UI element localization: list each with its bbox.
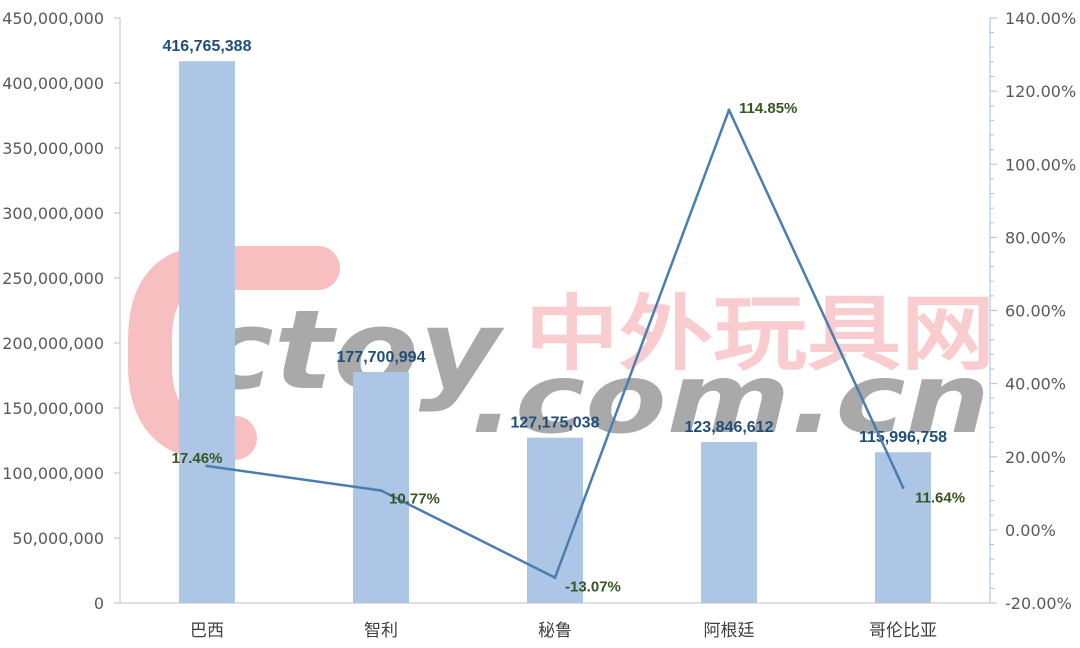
watermark-text-domain: .com.cn <box>470 343 990 455</box>
category-label: 哥伦比亚 <box>869 621 937 641</box>
left-axis-tick-label: 250,000,000 <box>2 269 104 288</box>
bars <box>179 61 931 603</box>
growth-point <box>553 576 557 580</box>
bar-labels: 416,765,388 177,700,994 127,175,038 123,846… <box>163 38 948 446</box>
left-axis-tick-label: 100,000,000 <box>2 464 104 483</box>
bar <box>701 441 757 603</box>
watermark-text-ctoy: ctoy <box>200 286 505 414</box>
bar-value-label: 416,765,388 <box>163 38 252 55</box>
left-axis: 450,000,000 400,000,000 350,000,000 300,000… <box>2 9 990 613</box>
growth-value-label: 17.46% <box>172 450 223 467</box>
bar-value-label: 127,175,038 <box>511 415 600 432</box>
growth-point <box>379 488 383 492</box>
left-axis-tick-label: 450,000,000 <box>2 9 104 28</box>
right-axis-tick-label: -20.00% <box>1005 594 1072 613</box>
right-axis-tick-label: 80.00% <box>1005 228 1066 247</box>
bar <box>875 452 931 603</box>
category-label: 阿根廷 <box>704 621 755 641</box>
watermark: ctoy .com.cn 中外玩具网 <box>128 246 995 460</box>
category-label: 智利 <box>364 621 398 641</box>
right-axis-tick-label: 0.00% <box>1005 521 1056 540</box>
left-axis-tick-label: 400,000,000 <box>2 74 104 93</box>
growth-line <box>205 108 905 580</box>
left-axis-tick-label: 200,000,000 <box>2 334 104 353</box>
bar-value-label: 123,846,612 <box>685 419 774 436</box>
growth-value-label: -13.07% <box>565 579 621 596</box>
left-axis-tick-label: 50,000,000 <box>12 529 104 548</box>
growth-value-label: 10.77% <box>389 490 440 507</box>
growth-value-label: 11.64% <box>915 489 965 506</box>
category-labels: 巴西 智利 秘鲁 阿根廷 哥伦比亚 <box>190 621 937 641</box>
right-axis-tick-label: 60.00% <box>1005 302 1066 321</box>
bar-value-label: 177,700,994 <box>337 349 426 366</box>
growth-point <box>727 108 731 112</box>
left-axis-tick-label: 150,000,000 <box>2 399 104 418</box>
bar-value-label: 115,996,758 <box>859 429 947 446</box>
right-axis-tick-label: 40.00% <box>1005 375 1066 394</box>
right-axis-tick-label: 120.00% <box>1005 82 1076 101</box>
growth-point <box>901 485 905 489</box>
growth-value-label: 114.85% <box>739 100 797 117</box>
left-axis-tick-label: 350,000,000 <box>2 139 104 158</box>
right-axis-tick-label: 20.00% <box>1005 448 1066 467</box>
left-axis-tick-label: 300,000,000 <box>2 204 104 223</box>
left-axis-tick-label: 0 <box>94 594 104 613</box>
right-axis-tick-label: 140.00% <box>1005 9 1076 28</box>
category-label: 秘鲁 <box>538 621 572 641</box>
right-axis-tick-label: 100.00% <box>1005 155 1076 174</box>
growth-point <box>205 464 209 468</box>
bar <box>179 61 235 603</box>
watermark-text-cjk: 中外玩具网 <box>525 287 995 382</box>
right-axis: 140.00% 120.00% 100.00% 80.00% 60.00% 40.00% 2… <box>989 9 1076 613</box>
category-label: 巴西 <box>190 621 224 641</box>
growth-labels: 17.46% 10.77% -13.07% 114.85% 11.64% <box>172 100 965 596</box>
